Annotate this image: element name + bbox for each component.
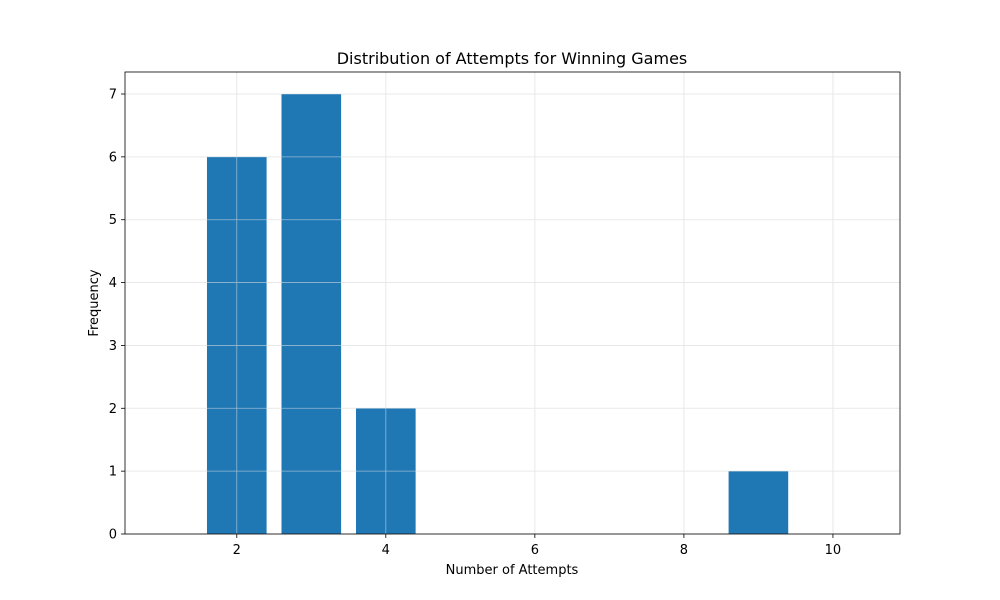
x-tick-label: 4 xyxy=(382,543,390,558)
x-tick-label: 8 xyxy=(680,543,688,558)
x-tick-label: 10 xyxy=(825,543,842,558)
y-tick-label: 6 xyxy=(109,150,117,165)
y-axis-label: Frequency xyxy=(87,269,102,336)
axes-frame xyxy=(124,71,901,535)
chart-title: Distribution of Attempts for Winning Gam… xyxy=(337,49,688,68)
y-tick-label: 3 xyxy=(109,339,117,354)
bar xyxy=(281,94,342,534)
ticks: 2 4 6 8 10 0 1 2 3 4 5 6 7 xyxy=(109,88,841,559)
x-tick-label: 2 xyxy=(233,543,241,558)
y-tick-label: 7 xyxy=(109,88,117,103)
y-tick-label: 2 xyxy=(109,402,117,417)
y-tick-label: 4 xyxy=(109,276,117,291)
x-axis-label: Number of Attempts xyxy=(446,563,579,578)
y-tick-label: 0 xyxy=(109,528,117,543)
y-tick-label: 5 xyxy=(109,213,117,228)
bar xyxy=(728,471,789,534)
y-tick-label: 1 xyxy=(109,465,117,480)
x-tick-label: 6 xyxy=(531,543,539,558)
bars xyxy=(206,94,789,534)
